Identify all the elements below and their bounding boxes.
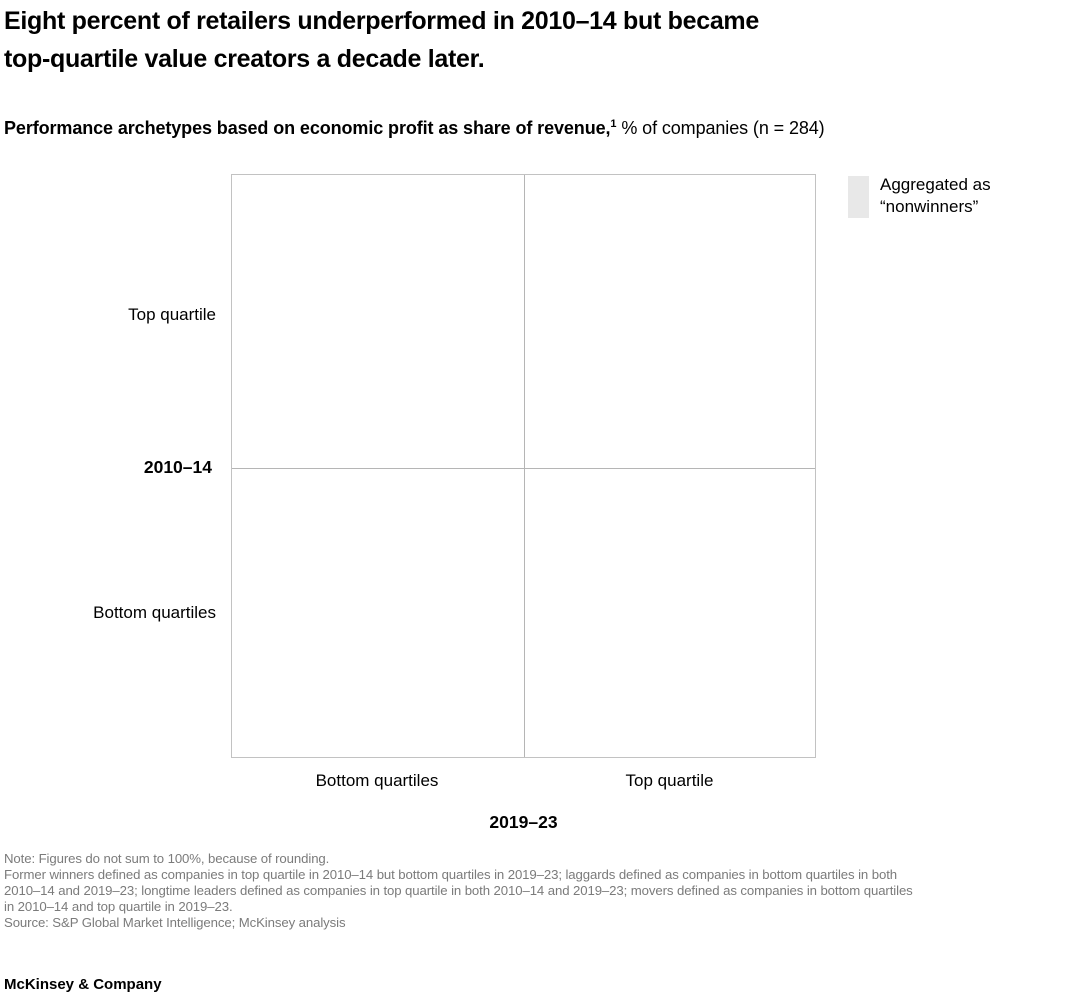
footnote-definitions-line3: in 2010–14 and top quartile in 2019–23.: [4, 899, 233, 914]
quadrant-bottom-left: [232, 469, 524, 762]
quadrant-top-left: [232, 175, 524, 468]
legend-label-line1: Aggregated as: [880, 175, 991, 194]
y-axis-label-top-quartile: Top quartile: [128, 305, 216, 324]
x-axis-title-2019-23: 2019–23: [489, 812, 558, 832]
quadrant-matrix: [231, 174, 816, 758]
quadrant-top-right: [525, 175, 817, 468]
x-axis-label-bottom-quartiles: Bottom quartiles: [315, 771, 439, 790]
footnote-source-line: Source: S&P Global Market Intelligence; …: [4, 915, 346, 930]
legend-label-line2: “nonwinners”: [880, 197, 979, 216]
footnote-definitions-line2: 2010–14 and 2019–23; longtime leaders de…: [4, 883, 913, 898]
footnotes-block: Note: Figures do not sum to 100%, becaus…: [4, 851, 913, 931]
page-title-line1: Eight percent of retailers underperforme…: [4, 7, 759, 35]
page-title: Eight percent of retailers underperforme…: [4, 2, 759, 78]
chart-subtitle: Performance archetypes based on economic…: [4, 116, 825, 140]
chart-subtitle-bold: Performance archetypes based on economic…: [4, 118, 611, 138]
footnote-marker: 1: [610, 118, 617, 130]
chart-subtitle-rest: % of companies (n = 284): [616, 118, 825, 138]
y-axis-label-bottom-quartiles: Bottom quartiles: [93, 603, 216, 622]
page-title-line2: top-quartile value creators a decade lat…: [4, 45, 485, 73]
legend-label-nonwinners: Aggregated as “nonwinners”: [880, 174, 991, 218]
footnote-note-line: Note: Figures do not sum to 100%, becaus…: [4, 851, 330, 866]
footnote-definitions-line1: Former winners defined as companies in t…: [4, 867, 897, 882]
mckinsey-brand-footer: McKinsey & Company: [4, 976, 162, 993]
matrix-horizontal-divider: [232, 468, 815, 469]
quadrant-bottom-right: [525, 469, 817, 762]
legend-swatch-nonwinners: [848, 176, 869, 218]
y-axis-title-2010-14: 2010–14: [143, 457, 212, 477]
x-axis-label-top-quartile: Top quartile: [625, 771, 714, 790]
matrix-vertical-divider: [524, 175, 525, 757]
